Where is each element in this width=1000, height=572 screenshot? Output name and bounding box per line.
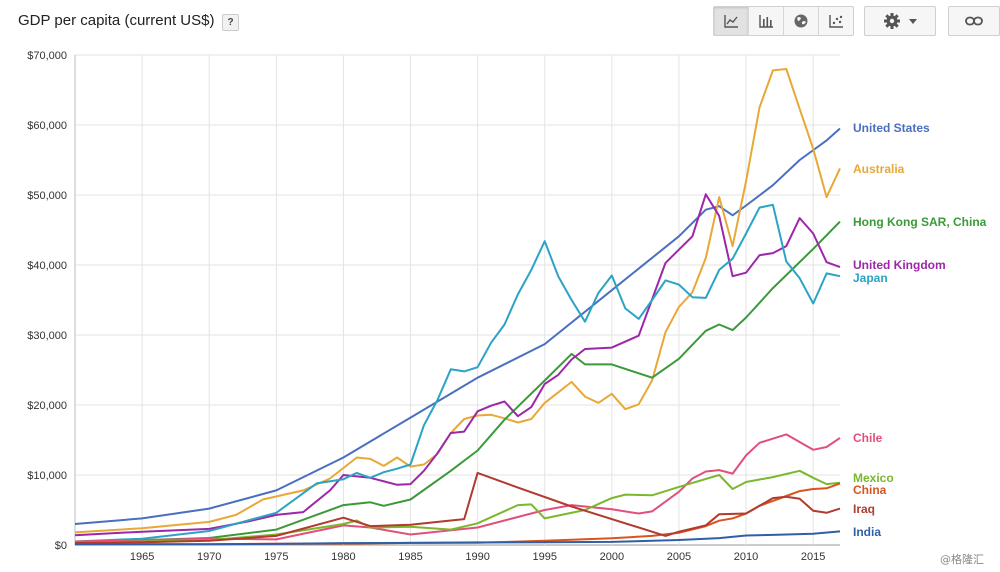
series-line-chile[interactable] bbox=[74, 433, 841, 543]
series-label-china: China bbox=[853, 483, 887, 497]
x-tick-label: 2010 bbox=[734, 551, 758, 563]
map-chart-button[interactable] bbox=[784, 7, 819, 35]
y-tick-label: $60,000 bbox=[27, 120, 67, 132]
grid bbox=[75, 54, 840, 546]
x-tick-label: 1965 bbox=[130, 551, 154, 563]
series-line-india[interactable] bbox=[74, 530, 841, 546]
series-label-india: India bbox=[853, 525, 881, 539]
share-link-button[interactable] bbox=[948, 6, 1000, 36]
series-line-united-states[interactable] bbox=[74, 127, 841, 525]
series-line-hong-kong-sar-china[interactable] bbox=[74, 220, 841, 544]
x-tick-label: 2005 bbox=[667, 551, 691, 563]
series-line-mexico[interactable] bbox=[74, 469, 841, 544]
x-tick-label: 1980 bbox=[331, 551, 355, 563]
line-chart-icon bbox=[724, 15, 738, 28]
series-label-chile: Chile bbox=[853, 431, 883, 445]
series-label-australia: Australia bbox=[853, 162, 905, 176]
x-tick-label: 2015 bbox=[801, 551, 825, 563]
series-line-australia[interactable] bbox=[74, 68, 841, 534]
scatter-chart-icon bbox=[829, 15, 843, 28]
help-button[interactable]: ? bbox=[222, 14, 239, 31]
line-chart-button[interactable] bbox=[714, 7, 749, 35]
y-tick-label: $10,000 bbox=[27, 470, 67, 482]
x-tick-label: 1995 bbox=[532, 551, 556, 563]
scatter-chart-button[interactable] bbox=[819, 7, 853, 35]
series-label-mexico: Mexico bbox=[853, 471, 894, 485]
series-label-japan: Japan bbox=[853, 271, 888, 285]
bar-chart-button[interactable] bbox=[749, 7, 784, 35]
chart-title: GDP per capita (current US$) bbox=[18, 12, 215, 29]
x-tick-label: 1985 bbox=[398, 551, 422, 563]
chart-type-toolbar bbox=[713, 6, 854, 36]
y-tick-label: $20,000 bbox=[27, 400, 67, 412]
settings-button[interactable] bbox=[864, 6, 936, 36]
x-tick-label: 1970 bbox=[197, 551, 221, 563]
y-tick-label: $40,000 bbox=[27, 260, 67, 272]
series-line-united-kingdom[interactable] bbox=[74, 193, 841, 537]
chart-header: GDP per capita (current US$) ? bbox=[0, 0, 1000, 44]
chevron-down-icon bbox=[909, 18, 917, 24]
series-label-united-kingdom: United Kingdom bbox=[853, 258, 946, 272]
y-tick-label: $70,000 bbox=[27, 50, 67, 62]
y-tick-label: $50,000 bbox=[27, 190, 67, 202]
series-line-japan[interactable] bbox=[74, 203, 841, 543]
axes: $0 $10,000 $20,000 $30,000 $40,000 $50,000 $60… bbox=[27, 50, 825, 563]
series-label-hong-kong-sar-china: Hong Kong SAR, China bbox=[853, 215, 987, 229]
y-tick-label: $0 bbox=[55, 540, 67, 552]
x-tick-label: 1990 bbox=[465, 551, 489, 563]
x-tick-label: 1975 bbox=[264, 551, 288, 563]
series-labels: United States Australia Hong Kong SAR, Chi… bbox=[853, 121, 987, 539]
series-lines bbox=[74, 68, 841, 546]
link-icon bbox=[965, 16, 983, 26]
series-line-iraq[interactable] bbox=[74, 471, 841, 544]
bar-chart-icon bbox=[759, 15, 773, 28]
y-tick-label: $30,000 bbox=[27, 330, 67, 342]
series-label-united-states: United States bbox=[853, 121, 930, 135]
globe-icon bbox=[794, 14, 808, 28]
x-tick-label: 2000 bbox=[600, 551, 624, 563]
watermark: @格隆汇 bbox=[940, 553, 984, 566]
gear-icon bbox=[884, 13, 900, 29]
series-label-iraq: Iraq bbox=[853, 502, 875, 516]
